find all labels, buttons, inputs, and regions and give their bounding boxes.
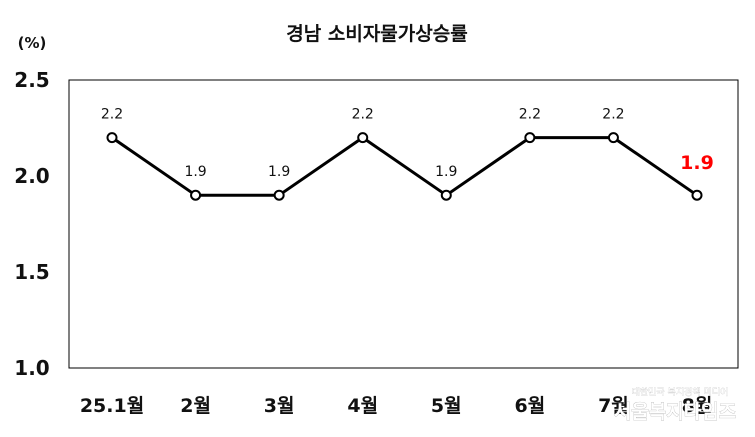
- data-label: 2.2: [352, 107, 374, 123]
- x-tick-label: 2월: [180, 395, 211, 417]
- x-tick-label: 4월: [347, 395, 378, 417]
- y-unit-label: (%): [18, 34, 47, 52]
- data-label: 1.9: [268, 164, 290, 180]
- data-label: 1.9: [435, 164, 457, 180]
- data-point: [357, 132, 369, 144]
- chart-title: 경남 소비자물가상승률: [286, 23, 467, 45]
- x-axis: 25.1월 2월 3월 4월 5월 6월 7월 8월: [80, 395, 713, 417]
- plot-area-frame: [68, 79, 739, 369]
- data-point: [524, 132, 536, 144]
- data-point: [607, 132, 619, 144]
- x-tick-label: 6월: [515, 395, 546, 417]
- series-line-group: [111, 136, 698, 197]
- watermark-subtext: 대한민국 복지정책 미디어: [632, 386, 729, 398]
- x-tick-label: 3월: [264, 395, 295, 417]
- y-axis: 2.5 2.0 1.5 1.0: [14, 68, 49, 380]
- data-labels: 2.2 1.9 1.9 2.2 1.9 2.2 2.2 1.9: [101, 107, 714, 181]
- data-point: [106, 132, 118, 144]
- data-point: [273, 189, 285, 201]
- data-label: 2.2: [519, 107, 541, 123]
- data-point: [190, 189, 202, 201]
- watermark: 대한민국 복지정책 미디어 서울복지타임즈: [614, 386, 737, 424]
- y-tick-label: 1.5: [14, 260, 49, 284]
- x-tick-label: 7월: [598, 395, 629, 417]
- data-points: [106, 132, 703, 201]
- series-line: [111, 136, 698, 197]
- x-tick-label: 8월: [682, 395, 713, 417]
- x-tick-label: 25.1월: [80, 395, 144, 417]
- y-tick-label: 2.0: [14, 164, 49, 188]
- y-tick-label: 2.5: [14, 68, 49, 92]
- data-label: 2.2: [602, 107, 624, 123]
- y-tick-label: 1.0: [14, 356, 49, 380]
- data-point: [691, 189, 703, 201]
- data-label: 1.9: [184, 164, 206, 180]
- data-label: 2.2: [101, 107, 123, 123]
- x-tick-label: 5월: [431, 395, 462, 417]
- watermark-text: 서울복지타임즈: [614, 401, 736, 423]
- data-point: [440, 189, 452, 201]
- data-label-highlight: 1.9: [680, 152, 714, 174]
